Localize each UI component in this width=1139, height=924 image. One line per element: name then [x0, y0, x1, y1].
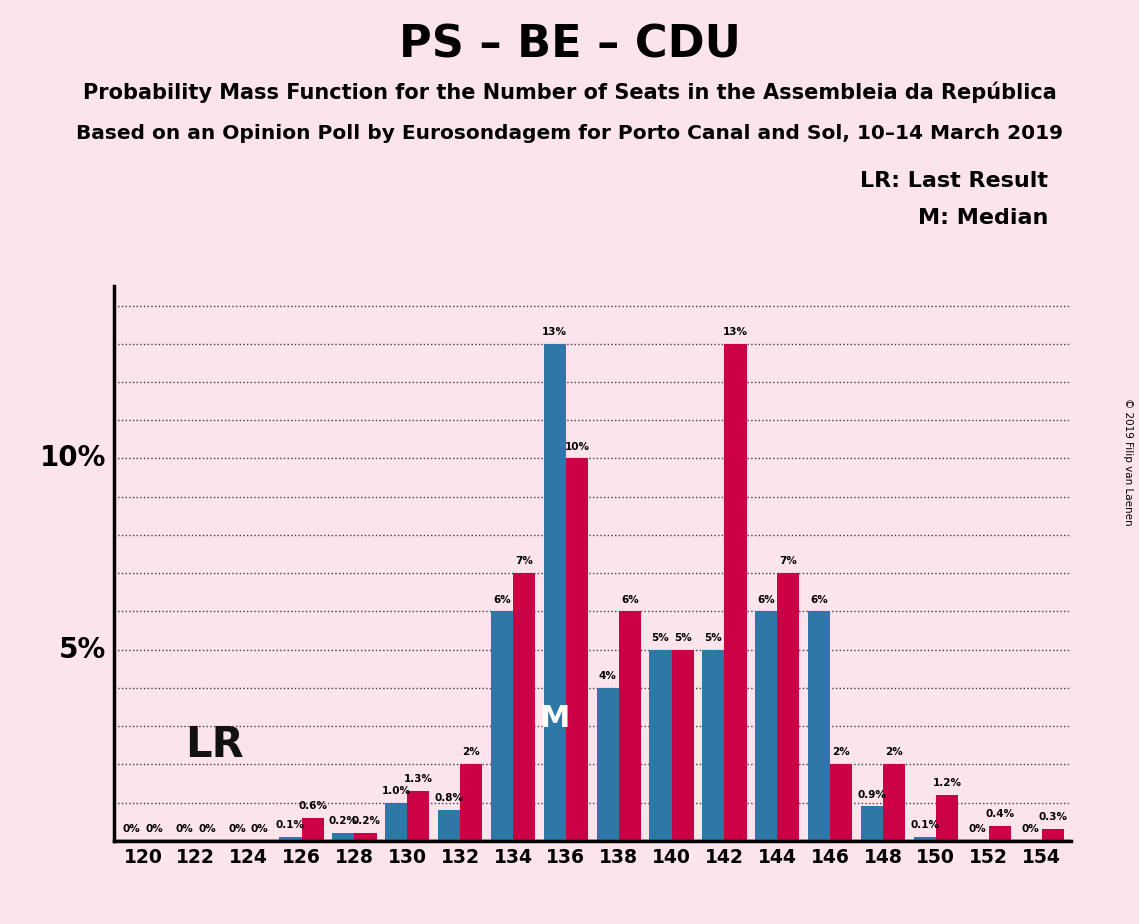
Bar: [672, 650, 694, 841]
Bar: [777, 573, 800, 841]
Text: 0.3%: 0.3%: [1038, 812, 1067, 822]
Text: 2%: 2%: [833, 748, 850, 758]
Text: 0%: 0%: [969, 824, 986, 834]
Bar: [302, 818, 323, 841]
Bar: [989, 825, 1011, 841]
Text: 0.6%: 0.6%: [298, 801, 327, 811]
Bar: [883, 764, 906, 841]
Text: 0%: 0%: [198, 824, 215, 834]
Text: 1.0%: 1.0%: [382, 785, 411, 796]
Bar: [333, 833, 354, 841]
Bar: [649, 650, 672, 841]
Text: 5%: 5%: [674, 633, 691, 643]
Bar: [491, 612, 513, 841]
Text: 0%: 0%: [175, 824, 194, 834]
Bar: [724, 344, 747, 841]
Bar: [279, 837, 302, 841]
Text: 5%: 5%: [704, 633, 722, 643]
Text: 5%: 5%: [59, 636, 106, 663]
Text: 5%: 5%: [652, 633, 670, 643]
Bar: [513, 573, 535, 841]
Bar: [861, 807, 883, 841]
Text: 6%: 6%: [757, 594, 775, 604]
Bar: [408, 791, 429, 841]
Bar: [830, 764, 852, 841]
Bar: [437, 810, 460, 841]
Bar: [385, 803, 408, 841]
Bar: [460, 764, 482, 841]
Bar: [566, 458, 588, 841]
Text: 0%: 0%: [123, 824, 141, 834]
Text: 10%: 10%: [565, 442, 590, 452]
Bar: [354, 833, 377, 841]
Text: 7%: 7%: [515, 556, 533, 566]
Text: Probability Mass Function for the Number of Seats in the Assembleia da República: Probability Mass Function for the Number…: [83, 81, 1056, 103]
Bar: [703, 650, 724, 841]
Text: 0.1%: 0.1%: [910, 821, 940, 830]
Text: 1.3%: 1.3%: [404, 774, 433, 784]
Text: 0%: 0%: [229, 824, 246, 834]
Bar: [543, 344, 566, 841]
Text: PS – BE – CDU: PS – BE – CDU: [399, 23, 740, 67]
Text: 0.2%: 0.2%: [329, 816, 358, 826]
Bar: [618, 612, 641, 841]
Text: M: M: [540, 704, 570, 733]
Text: 13%: 13%: [542, 327, 567, 337]
Text: 13%: 13%: [723, 327, 748, 337]
Text: 6%: 6%: [810, 594, 828, 604]
Text: 2%: 2%: [462, 748, 481, 758]
Text: 0%: 0%: [251, 824, 269, 834]
Text: 4%: 4%: [599, 671, 616, 681]
Bar: [936, 795, 958, 841]
Text: 0.9%: 0.9%: [858, 789, 886, 799]
Text: © 2019 Filip van Laenen: © 2019 Filip van Laenen: [1123, 398, 1132, 526]
Text: 0.4%: 0.4%: [985, 808, 1015, 819]
Text: LR: LR: [186, 724, 244, 766]
Text: 0%: 0%: [145, 824, 163, 834]
Text: Based on an Opinion Poll by Eurosondagem for Porto Canal and Sol, 10–14 March 20: Based on an Opinion Poll by Eurosondagem…: [76, 124, 1063, 143]
Text: 2%: 2%: [885, 748, 903, 758]
Text: 1.2%: 1.2%: [933, 778, 961, 788]
Text: M: Median: M: Median: [918, 208, 1048, 228]
Text: 6%: 6%: [621, 594, 639, 604]
Bar: [755, 612, 777, 841]
Text: LR: Last Result: LR: Last Result: [860, 171, 1048, 191]
Bar: [808, 612, 830, 841]
Bar: [1041, 830, 1064, 841]
Bar: [597, 687, 618, 841]
Text: 0.2%: 0.2%: [351, 816, 380, 826]
Text: 10%: 10%: [40, 444, 106, 472]
Text: 0.8%: 0.8%: [435, 794, 464, 803]
Text: 0.1%: 0.1%: [276, 821, 305, 830]
Text: 6%: 6%: [493, 594, 510, 604]
Bar: [913, 837, 936, 841]
Text: 7%: 7%: [779, 556, 797, 566]
Text: 0%: 0%: [1022, 824, 1040, 834]
